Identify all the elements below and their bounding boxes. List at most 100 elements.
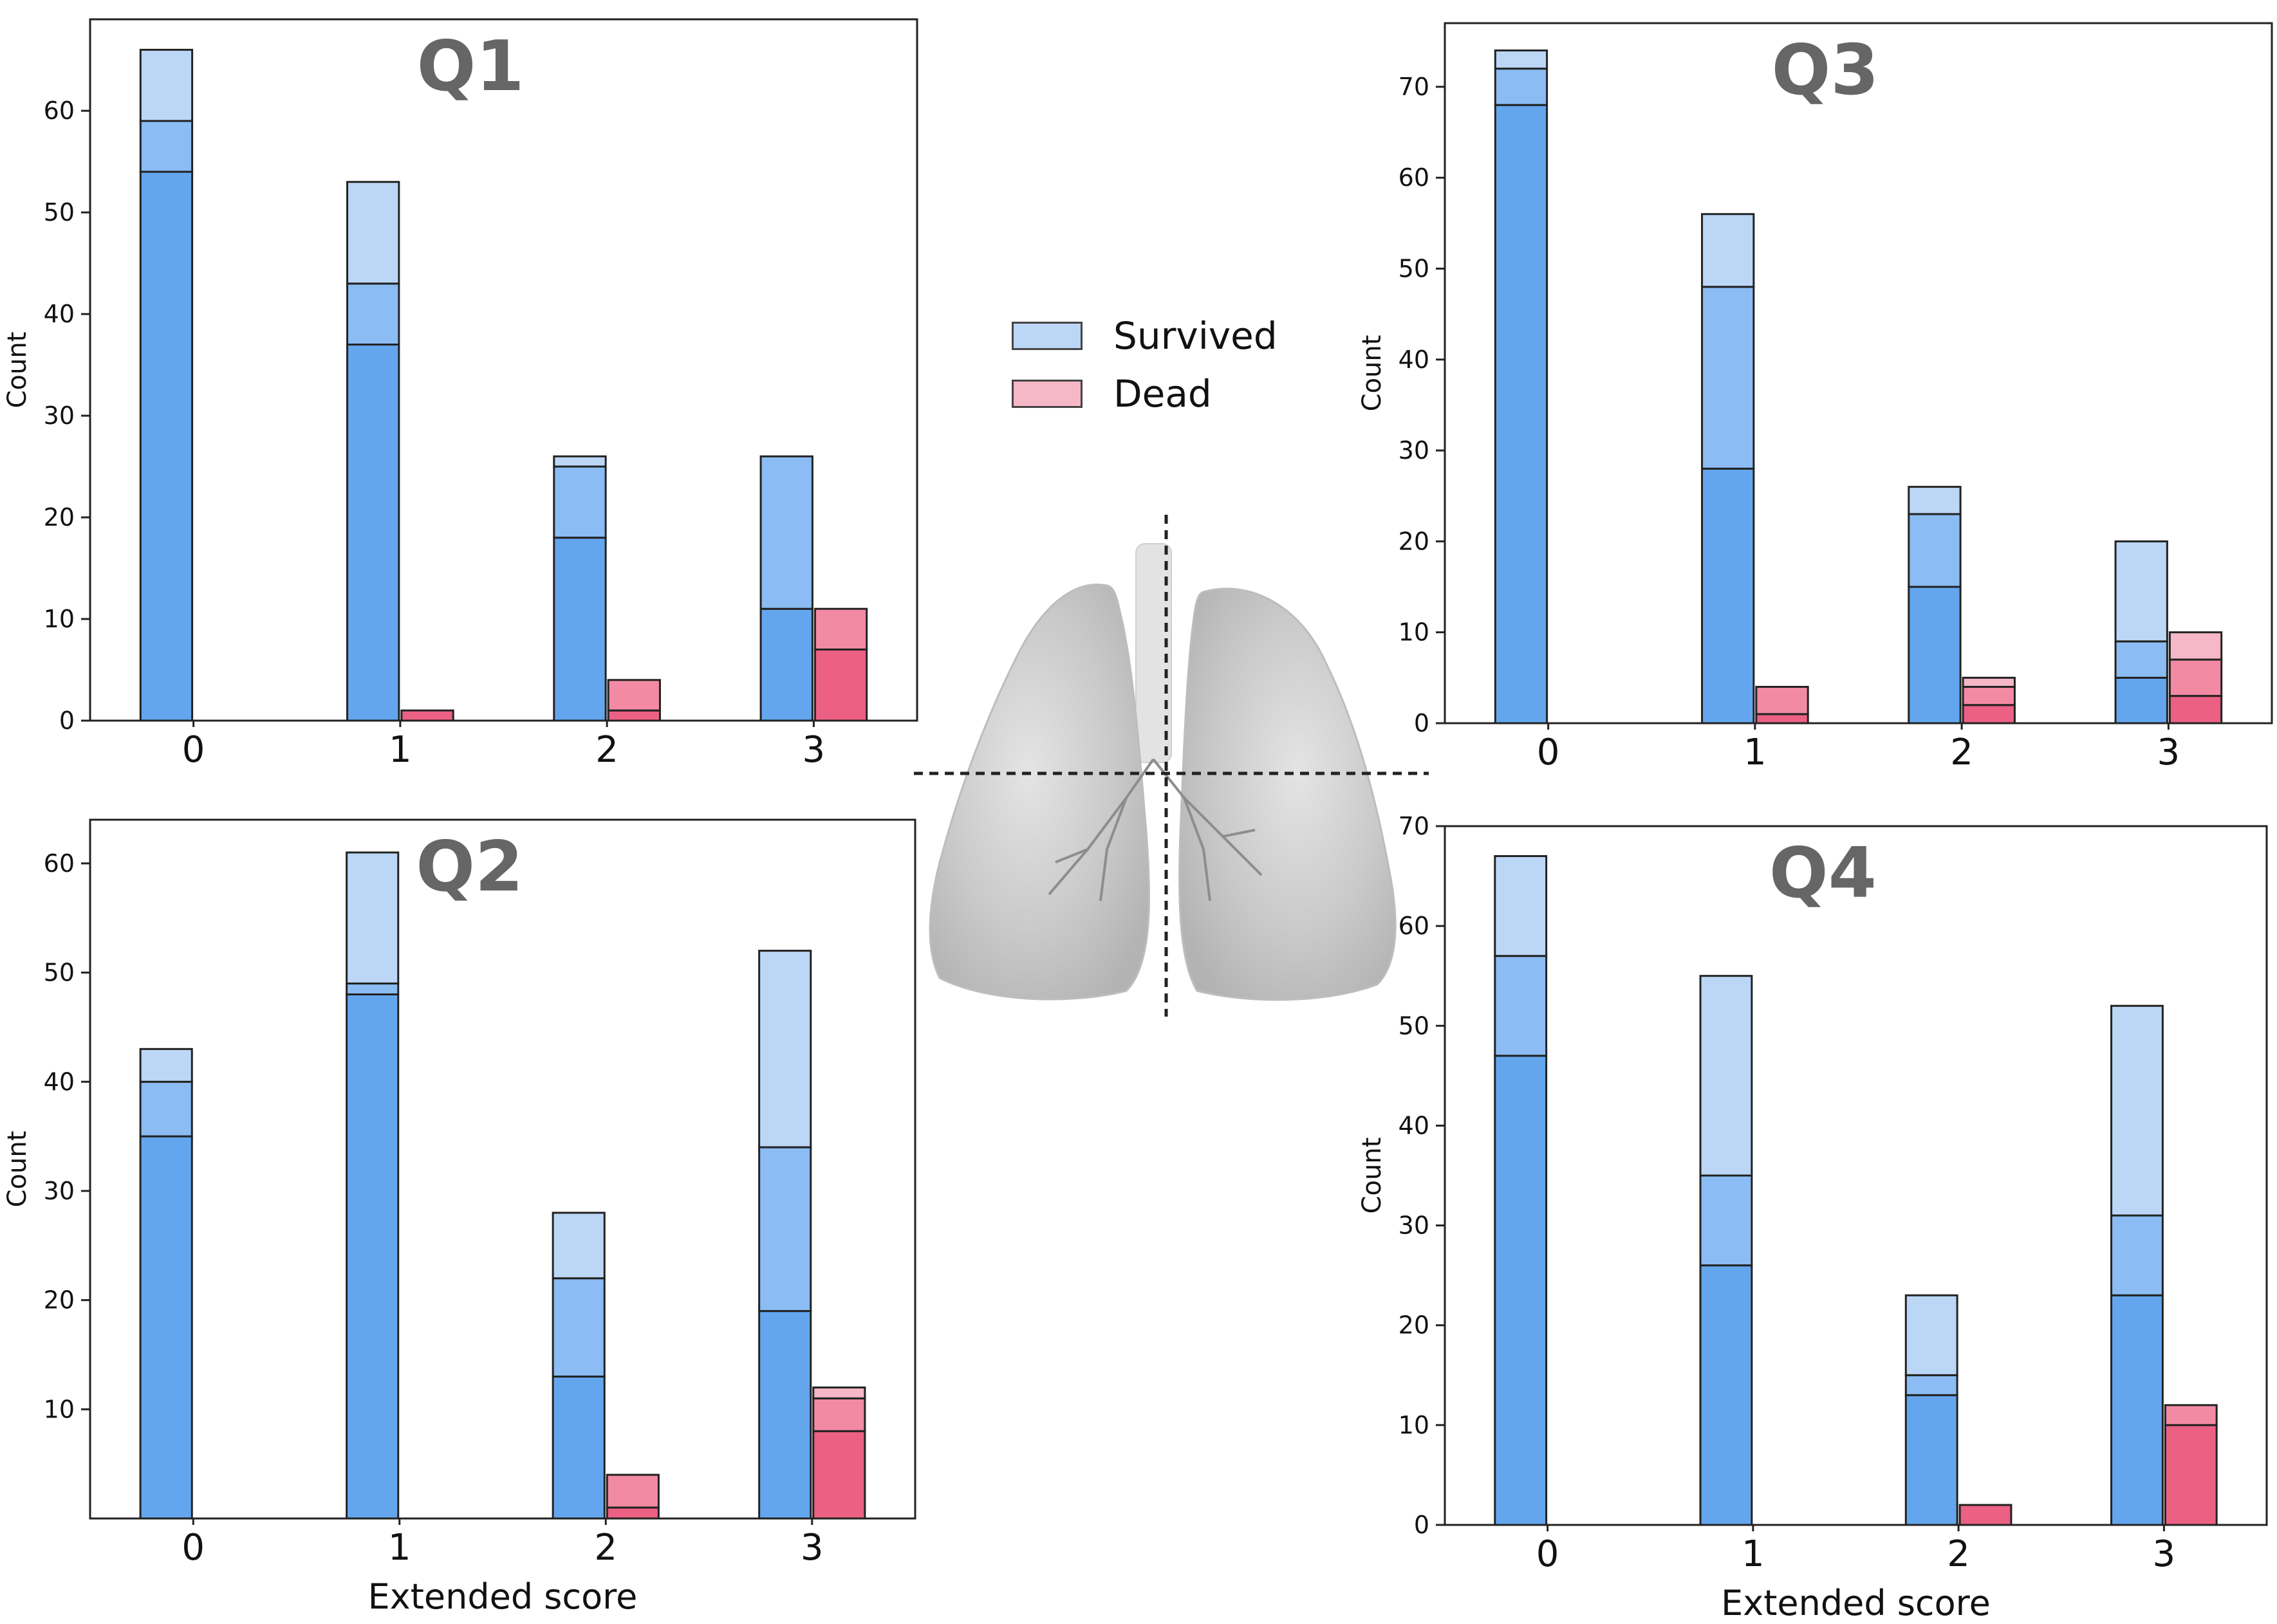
y-tick-label: 40 [44,1067,75,1096]
y-tick-label: 30 [44,401,75,430]
y-tick-label: 60 [44,97,75,125]
x-tick-label: 1 [388,1527,411,1569]
y-tick-label: 50 [1399,1011,1429,1040]
bar-survived-score-3-layer-0 [2114,676,2168,724]
bar-survived-score-0-layer-1 [139,1080,193,1138]
x-tick-label: 0 [182,729,205,771]
y-tick-label: 50 [1399,255,1429,283]
bar-survived-score-0-layer-1 [1494,68,1548,106]
legend: Survived Dead [1012,314,1308,426]
legend-label-dead: Dead [1113,372,1212,416]
bar-dead-score-2-layer-0 [1958,1504,2012,1526]
x-tick-label: 3 [801,1527,824,1569]
y-tick-label: 10 [44,1395,75,1423]
y-axis-label: Count [1357,335,1387,412]
bar-survived-score-2-layer-1 [552,1277,606,1378]
bronchi [1048,758,1263,901]
bar-dead-score-3-layer-1 [813,607,868,651]
bar-dead-score-3-layer-1 [2168,658,2223,697]
y-tick-label: 0 [1414,709,1429,737]
bar-dead-score-2-layer-1 [1962,685,2016,706]
bar-survived-score-1-layer-2 [346,181,400,285]
y-tick-label: 10 [1399,1411,1429,1439]
chart-q4: 0 10 20 30 40 50 60 70 0 1 2 3 Q4 Count Extended score [1357,812,2268,1623]
bar-survived-score-0-layer-0 [1494,1055,1548,1526]
axes-frame [89,818,916,1520]
bar-survived-score-2-layer-2 [1904,1294,1958,1376]
bar-survived-score-1-layer-0 [1699,1264,1753,1526]
bar-dead-score-1-layer-1 [1755,685,1809,715]
bar-survived-score-2-layer-0 [1904,1394,1958,1526]
bar-dead-score-3-layer-1 [812,1397,866,1432]
bar-dead-score-3-layer-0 [2164,1424,2218,1526]
legend-swatch-dead [1012,380,1083,408]
bar-survived-score-0-layer-0 [139,1135,193,1520]
x-tick-label: 1 [389,729,412,771]
bar-survived-score-1-layer-1 [1701,286,1755,470]
bar-dead-score-2-layer-2 [1962,676,2016,688]
y-axis-label: Count [3,332,32,409]
x-axis-label: Extended score [1721,1583,1991,1623]
x-tick-label: 0 [181,1527,205,1569]
bar-dead-score-1-layer-0 [400,709,454,722]
y-tick-label: 0 [59,706,75,735]
bar-dead-score-3-layer-0 [812,1430,866,1520]
bar-survived-score-2-layer-0 [552,1375,606,1520]
y-tick-label: 50 [44,959,75,987]
bar-survived-score-3-layer-1 [2114,640,2168,679]
bar-survived-score-0-layer-0 [139,171,194,722]
bar-survived-score-2-layer-2 [553,455,607,468]
legend-swatch-survived [1012,322,1083,350]
legend-label-survived: Survived [1113,314,1278,358]
y-tick-label: 70 [1399,73,1429,101]
bar-dead-score-2-layer-0 [1962,704,2016,724]
y-tick-label: 70 [1399,812,1429,840]
bar-survived-score-1-layer-2 [1699,975,1753,1177]
bar-survived-score-2-layer-1 [1908,513,1962,588]
y-tick-label: 30 [1399,1212,1429,1240]
y-tick-label: 40 [44,300,75,328]
bar-survived-score-3-layer-0 [759,607,813,722]
y-tick-label: 60 [1399,912,1429,940]
bar-survived-score-0-layer-2 [1494,855,1548,957]
bar-survived-score-1-layer-2 [1701,213,1755,288]
x-tick-label: 0 [1536,1533,1559,1575]
bar-survived-score-2-layer-1 [1904,1374,1958,1396]
y-tick-label: 20 [1399,527,1429,555]
bar-dead-score-1-layer-0 [1755,713,1809,724]
bar-survived-score-1-layer-1 [346,282,400,346]
bar-survived-score-2-layer-0 [553,537,607,722]
y-tick-label: 0 [1414,1511,1429,1539]
y-tick-label: 30 [44,1177,75,1205]
chart-title: Q4 [1769,833,1877,914]
bar-survived-score-3-layer-0 [758,1310,812,1520]
y-tick-label: 40 [1399,1111,1429,1140]
y-tick-label: 10 [44,605,75,633]
legend-item-survived: Survived [1012,314,1278,358]
axes-frame [1444,825,2268,1526]
bar-survived-score-0-layer-1 [1494,955,1548,1057]
bar-survived-score-1-layer-1 [346,983,400,995]
bar-dead-score-2-layer-0 [607,709,661,722]
x-tick-label: 2 [1947,1533,1970,1575]
x-tick-label: 1 [1742,1533,1765,1575]
chart-title: Q2 [416,827,523,907]
y-tick-label: 60 [44,849,75,878]
y-tick-label: 30 [1399,436,1429,465]
axes-frame [89,18,918,722]
bar-survived-score-3-layer-1 [758,1146,812,1313]
axes-frame [1444,22,2273,724]
y-tick-label: 20 [1399,1311,1429,1340]
y-tick-label: 40 [1399,346,1429,374]
left-lung-shape [929,584,1151,1001]
chart-title: Q3 [1772,30,1879,111]
bar-survived-score-2-layer-0 [1908,586,1962,724]
x-axis-label: Extended score [368,1576,638,1617]
bar-dead-score-3-layer-2 [2168,631,2223,661]
right-lung-shape [1178,587,1397,1001]
bar-survived-score-3-layer-0 [2110,1294,2164,1526]
bar-survived-score-2-layer-2 [552,1212,606,1280]
bar-survived-score-0-layer-2 [139,1047,193,1083]
bar-dead-score-3-layer-0 [813,648,868,722]
bar-survived-score-0-layer-0 [1494,104,1548,724]
